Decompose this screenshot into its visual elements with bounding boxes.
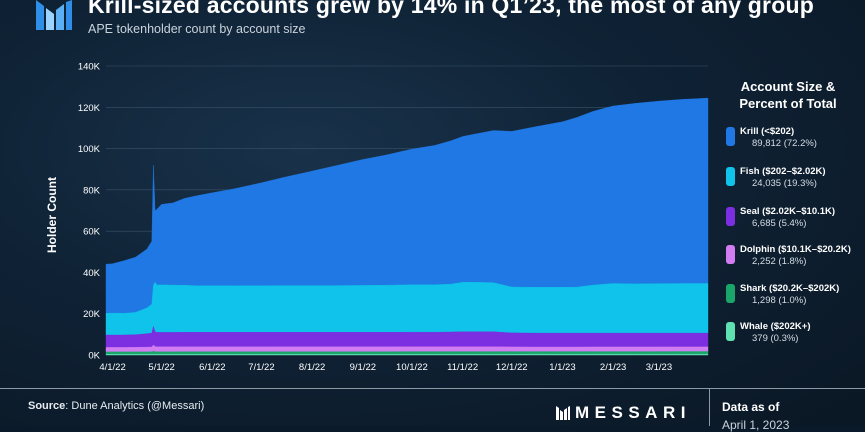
messari-brand-icon: [556, 406, 570, 420]
legend-label: Whale ($202K+): [740, 321, 811, 332]
chart-title: Krill-sized accounts grew by 14% in Q1’2…: [88, 0, 814, 18]
legend-value: 379 (0.3%): [752, 333, 799, 344]
series-area: [105, 281, 709, 336]
brand-name: MESSARI: [575, 403, 691, 422]
series-area: [105, 350, 709, 355]
series-area: [105, 97, 709, 314]
legend-title-line2: Percent of Total: [739, 96, 837, 111]
chart-subtitle: APE tokenholder count by account size: [88, 22, 306, 36]
source-text: : Dune Analytics (@Messari): [65, 400, 205, 412]
legend-value: 1,298 (1.0%): [752, 295, 807, 306]
legend: Account Size & Percent of Total Krill (<…: [718, 78, 858, 344]
x-tick-label: 6/1/22: [199, 362, 225, 373]
legend-label: Shark ($20.2K–$202K): [740, 283, 840, 294]
footer-divider: [0, 388, 865, 389]
x-tick-label: 3/1/23: [646, 362, 672, 373]
legend-value: 6,685 (5.4%): [752, 218, 807, 229]
x-tick-label: 5/1/22: [148, 362, 174, 373]
x-tick-label: 9/1/22: [350, 362, 376, 373]
legend-swatch: [726, 322, 735, 341]
x-tick-label: 4/1/22: [99, 362, 125, 373]
data-as-of-label: Data as of: [722, 400, 780, 414]
footer-vertical-divider: [709, 389, 710, 426]
x-tick-label: 2/1/23: [600, 362, 626, 373]
y-tick-label: 100K: [78, 144, 101, 155]
legend-swatch: [726, 207, 735, 226]
legend-label: Dolphin ($10.1K–$20.2K): [740, 244, 851, 255]
messari-logo-icon: [36, 0, 72, 30]
y-tick-label: 80K: [83, 185, 101, 196]
y-tick-label: 60K: [83, 227, 101, 238]
legend-label: Krill (<$202): [740, 126, 795, 137]
x-tick-label: 11/1/22: [447, 362, 478, 373]
x-tick-label: 1/1/23: [549, 362, 575, 373]
y-tick-label: 120K: [78, 103, 101, 114]
legend-swatch: [726, 284, 735, 303]
legend-swatch: [726, 167, 735, 186]
data-as-of-value: April 1, 2023: [722, 418, 790, 432]
legend-title: Account Size & Percent of Total: [718, 78, 858, 112]
legend-value: 89,812 (72.2%): [752, 138, 817, 149]
source-note: Source: Dune Analytics (@Messari): [28, 400, 204, 412]
x-tick-label: 8/1/22: [299, 362, 325, 373]
legend-value: 24,035 (19.3%): [752, 178, 817, 189]
legend-swatch: [726, 245, 735, 264]
y-tick-label: 140K: [78, 62, 101, 73]
y-tick-label: 20K: [83, 309, 101, 320]
x-tick-label: 12/1/22: [496, 362, 528, 373]
legend-title-line1: Account Size &: [740, 79, 836, 94]
legend-label: Seal ($2.02K–$10.1K): [740, 206, 836, 217]
x-tick-label: 10/1/22: [396, 362, 428, 373]
legend-label: Fish ($202–$2.02K): [740, 166, 826, 177]
legend-swatch: [726, 127, 735, 146]
legend-value: 2,252 (1.8%): [752, 256, 807, 267]
x-tick-label: 7/1/22: [248, 362, 274, 373]
y-axis-label: Holder Count: [45, 177, 59, 253]
source-label: Source: [28, 400, 66, 412]
y-tick-label: 40K: [83, 268, 101, 279]
series-area: [105, 354, 709, 356]
y-tick-label: 0K: [88, 351, 100, 362]
